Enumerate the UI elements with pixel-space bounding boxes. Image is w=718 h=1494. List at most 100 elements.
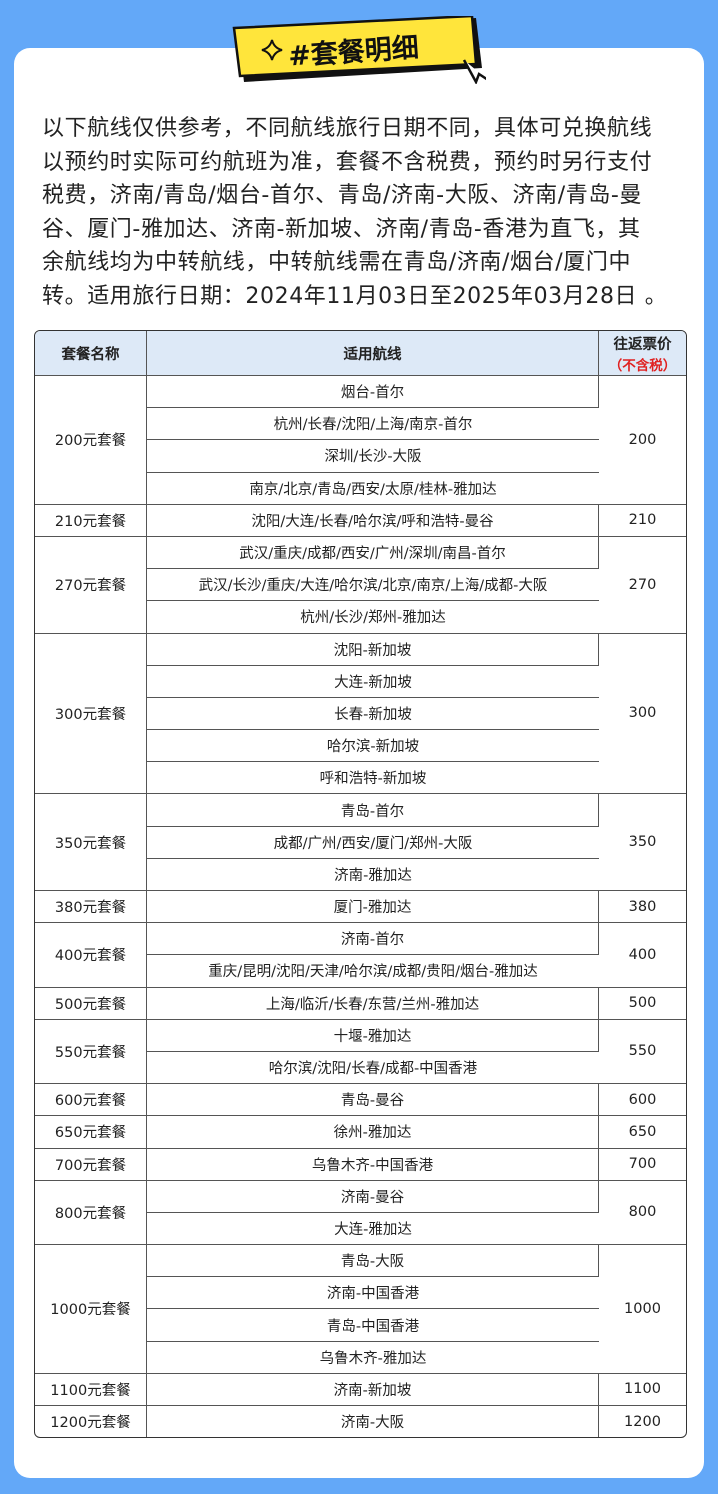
header-text: 往返票价 xyxy=(613,336,672,353)
price-note: （不含税） xyxy=(608,357,677,374)
route: 呼和浩特-新加坡 xyxy=(147,762,599,795)
package-name: 1100元套餐 xyxy=(35,1373,147,1406)
route: 杭州/长沙/郑州-雅加达 xyxy=(147,601,599,634)
intro-line: 余航线均为中转航线，中转航线需在青岛/济南/烟台/厦门中 xyxy=(42,250,632,276)
route: 青岛-大阪 xyxy=(147,1245,599,1278)
package-name: 700元套餐 xyxy=(35,1148,147,1181)
package-name: 500元套餐 xyxy=(35,987,147,1020)
route: 长春-新加坡 xyxy=(147,698,599,731)
route: 杭州/长春/沈阳/上海/南京-首尔 xyxy=(147,408,599,441)
package-name: 800元套餐 xyxy=(35,1180,147,1246)
route: 十堰-雅加达 xyxy=(147,1019,599,1052)
price: 700 xyxy=(599,1149,686,1181)
route: 大连-雅加达 xyxy=(147,1213,599,1246)
package-name: 200元套餐 xyxy=(35,376,147,505)
package-row: 呼和浩特-新加坡 xyxy=(35,762,686,795)
package-row: 杭州/长沙/郑州-雅加达 xyxy=(35,601,686,634)
package-row: 乌鲁木齐-雅加达 xyxy=(35,1342,686,1374)
package-row: 杭州/长春/沈阳/上海/南京-首尔 xyxy=(35,408,686,441)
package-row: 350元套餐 青岛-首尔 350 xyxy=(35,794,686,891)
route: 济南-首尔 xyxy=(147,923,599,956)
price: 400 xyxy=(599,923,686,988)
route: 烟台-首尔 xyxy=(147,376,599,409)
route: 成都/广州/西安/厦门/郑州-大阪 xyxy=(147,827,599,859)
package-name: 300元套餐 xyxy=(35,633,147,795)
package-row: 270元套餐 武汉/重庆/成都/西安/广州/深圳/南昌-首尔 270 xyxy=(35,536,686,634)
package-row: 1000元套餐 青岛-大阪 1000 xyxy=(35,1245,686,1374)
route: 哈尔滨/沈阳/长春/成都-中国香港 xyxy=(147,1052,599,1085)
header-cell: 往返票价 （不含税） xyxy=(599,331,686,376)
route: 济南-中国香港 xyxy=(147,1277,599,1310)
route: 济南-雅加达 xyxy=(147,859,599,891)
intro-line: 转。适用旅行日期：2024年11月03日至2025年03月28日 。 xyxy=(42,283,668,309)
price: 650 xyxy=(599,1116,686,1149)
route: 武汉/长沙/重庆/大连/哈尔滨/北京/南京/上海/成都-大阪 xyxy=(147,569,599,602)
route: 乌鲁木齐-中国香港 xyxy=(147,1148,599,1181)
route: 青岛-首尔 xyxy=(147,794,599,827)
intro-line: 税费，济南/青岛/烟台-首尔、青岛/济南-大阪、济南/青岛-曼 xyxy=(42,183,643,209)
package-name: 600元套餐 xyxy=(35,1084,147,1117)
package-name: 1000元套餐 xyxy=(35,1245,147,1374)
package-table: 套餐名称 适用航线 往返票价 （不含税） 200元套餐 烟台-首尔 200 杭州/长春/… xyxy=(34,330,687,1439)
package-row: 200元套餐 烟台-首尔 200 xyxy=(35,376,686,505)
package-name: 270元套餐 xyxy=(35,536,147,634)
package-row: 550元套餐 十堰-雅加达 550 xyxy=(35,1019,686,1085)
header-cell: 适用航线 xyxy=(147,331,599,376)
package-name: 350元套餐 xyxy=(35,794,147,891)
price: 500 xyxy=(599,988,686,1020)
package-row: 380元套餐 厦门-雅加达 380 xyxy=(35,891,686,924)
package-name: 400元套餐 xyxy=(35,923,147,988)
package-row: 长春-新加坡 xyxy=(35,698,686,731)
route: 沈阳-新加坡 xyxy=(147,633,599,666)
price: 800 xyxy=(599,1181,686,1246)
header-row: 套餐名称 适用航线 往返票价 （不含税） xyxy=(35,331,686,376)
price: 350 xyxy=(599,794,686,891)
package-row: 南京/北京/青岛/西安/太原/桂林-雅加达 xyxy=(35,473,686,505)
route: 深圳/长沙-大阪 xyxy=(147,440,599,473)
package-name: 650元套餐 xyxy=(35,1116,147,1149)
package-row: 哈尔滨/沈阳/长春/成都-中国香港 xyxy=(35,1052,686,1085)
card xyxy=(14,48,704,1478)
package-row: 大连-新加坡 xyxy=(35,666,686,698)
route: 武汉/重庆/成都/西安/广州/深圳/南昌-首尔 xyxy=(147,536,599,570)
package-name: 380元套餐 xyxy=(35,891,147,924)
intro-line: 以下航线仅供参考，不同航线旅行日期不同，具体可兑换航线 xyxy=(42,116,653,141)
package-row: 哈尔滨-新加坡 xyxy=(35,730,686,763)
package-row: 青岛-中国香港 xyxy=(35,1309,686,1342)
route: 厦门-雅加达 xyxy=(147,891,599,924)
package-name: 1200元套餐 xyxy=(35,1406,147,1438)
package-row: 650元套餐 徐州-雅加达 650 xyxy=(35,1116,686,1149)
route: 重庆/昆明/沈阳/天津/哈尔滨/成都/贵阳/烟台-雅加达 xyxy=(147,955,599,988)
package-row: 大连-雅加达 xyxy=(35,1213,686,1246)
package-row: 700元套餐 乌鲁木齐-中国香港 700 xyxy=(35,1148,686,1181)
package-row: 济南-中国香港 xyxy=(35,1277,686,1310)
route: 南京/北京/青岛/西安/太原/桂林-雅加达 xyxy=(147,473,599,505)
route: 乌鲁木齐-雅加达 xyxy=(147,1342,599,1374)
price: 550 xyxy=(599,1020,686,1085)
package-row: 武汉/长沙/重庆/大连/哈尔滨/北京/南京/上海/成都-大阪 xyxy=(35,569,686,602)
price: 1000 xyxy=(599,1245,686,1374)
package-row: 深圳/长沙-大阪 xyxy=(35,440,686,473)
package-row: 800元套餐 济南-曼谷 800 xyxy=(35,1180,686,1246)
header-cell: 套餐名称 xyxy=(35,331,147,376)
price: 270 xyxy=(599,537,686,634)
package-row: 210元套餐 沈阳/大连/长春/哈尔滨/呼和浩特-曼谷 210 xyxy=(35,504,686,537)
price: 200 xyxy=(599,376,686,505)
route: 济南-新加坡 xyxy=(147,1373,599,1406)
package-row: 400元套餐 济南-首尔 400 xyxy=(35,923,686,988)
price: 380 xyxy=(599,891,686,924)
route: 沈阳/大连/长春/哈尔滨/呼和浩特-曼谷 xyxy=(147,504,599,537)
package-row: 济南-雅加达 xyxy=(35,859,686,891)
intro-line: 谷、厦门-雅加达、济南-新加坡、济南/青岛-香港为直飞，其 xyxy=(42,216,641,242)
package-row: 300元套餐 沈阳-新加坡 300 xyxy=(35,633,686,795)
route: 济南-大阪 xyxy=(147,1406,599,1438)
route: 青岛-中国香港 xyxy=(147,1309,599,1342)
package-name: 550元套餐 xyxy=(35,1019,147,1085)
package-row: 1100元套餐 济南-新加坡 1100 xyxy=(35,1373,686,1406)
package-row: 重庆/昆明/沈阳/天津/哈尔滨/成都/贵阳/烟台-雅加达 xyxy=(35,955,686,988)
package-row: 1200元套餐 济南-大阪 1200 xyxy=(35,1406,686,1438)
route: 上海/临沂/长春/东营/兰州-雅加达 xyxy=(147,987,599,1020)
route: 哈尔滨-新加坡 xyxy=(147,730,599,763)
price: 210 xyxy=(599,505,686,537)
